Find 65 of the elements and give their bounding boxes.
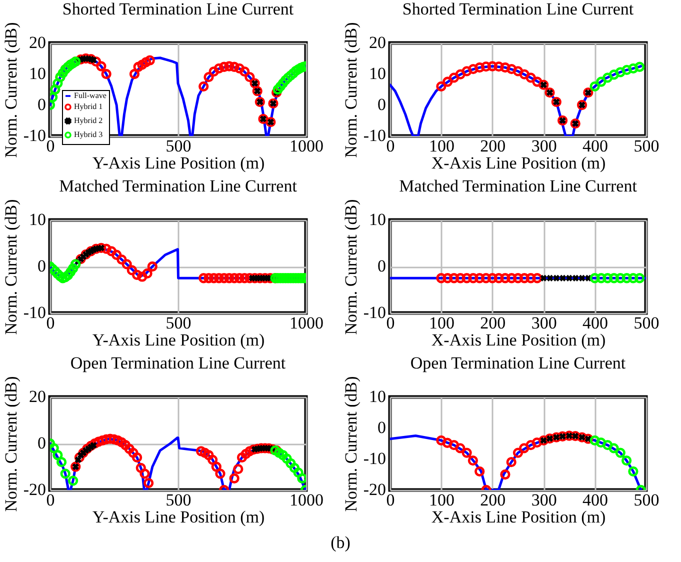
y-tick-label: 10: [369, 210, 386, 229]
x-axis-title: Y-Axis Line Position (m): [92, 154, 265, 172]
x-tick-label: 400: [582, 314, 608, 332]
x-tick-label: 100: [428, 136, 454, 156]
x-tick-label: 300: [531, 490, 557, 510]
y-tick-label: 10: [29, 64, 46, 83]
y-tick-label: 0: [38, 434, 46, 452]
y-tick-label: -10: [363, 303, 386, 322]
x-tick-label: 300: [531, 314, 557, 332]
x-tick-label: 100: [428, 314, 454, 332]
chart-title: Shorted Termination Line Current: [402, 0, 634, 19]
y-axis-title: Norm. Current (dB): [2, 22, 20, 158]
x-tick-label: 1000: [290, 136, 324, 156]
y-tick-label: 20: [369, 33, 386, 52]
legend-label: Hybrid 2: [74, 116, 103, 125]
y-tick-label: 0: [378, 256, 386, 276]
x-tick-label: 100: [428, 490, 454, 510]
y-tick-label: 0: [38, 256, 46, 276]
x-tick-label: 1000: [290, 314, 324, 332]
y-tick-label: 0: [378, 418, 386, 437]
x-axis-title: Y-Axis Line Position (m): [92, 508, 265, 526]
chart-title: Shorted Termination Line Current: [62, 0, 294, 19]
x-tick-label: 400: [582, 490, 608, 510]
y-tick-label: 20: [29, 387, 46, 406]
y-axis-title: Norm. Current (dB): [2, 376, 20, 512]
chart-title: Open Termination Line Current: [70, 354, 286, 373]
text: (b): [330, 533, 352, 553]
legend-label: Hybrid 3: [74, 130, 103, 139]
x-tick-label: 500: [166, 314, 192, 332]
x-tick-label: 500: [634, 314, 660, 332]
y-tick-label: -20: [363, 480, 386, 499]
chart-title: Open Termination Line Current: [410, 354, 626, 373]
y-tick-label: 0: [38, 95, 46, 114]
y-tick-label: 10: [29, 210, 46, 229]
legend-label: Hybrid 1: [74, 102, 103, 111]
y-axis-title: Norm. Current (dB): [342, 376, 360, 512]
y-tick-label: -20: [23, 480, 46, 499]
y-tick-label: -10: [363, 126, 386, 145]
x-tick-label: 500: [166, 490, 192, 510]
y-axis-title: Norm. Current (dB): [2, 199, 20, 335]
y-tick-label: 10: [369, 387, 386, 406]
x-axis-title: Y-Axis Line Position (m): [92, 330, 265, 350]
chart-title: Matched Termination Line Current: [59, 176, 298, 196]
chart-title: Matched Termination Line Current: [399, 176, 638, 196]
x-axis-title: X-Axis Line Position (m): [431, 154, 606, 172]
x-tick-label: 500: [166, 136, 192, 156]
x-tick-label: 300: [531, 136, 557, 156]
y-tick-label: 10: [369, 64, 386, 83]
x-tick-label: 500: [634, 490, 660, 510]
x-tick-label: 200: [480, 314, 506, 332]
y-tick-label: 20: [29, 33, 46, 52]
x-tick-label: 200: [480, 136, 506, 156]
y-tick-label: -10: [23, 303, 46, 322]
x-tick-label: 400: [582, 136, 608, 156]
y-tick-label: -10: [363, 449, 386, 468]
y-axis-title: Norm. Current (dB): [342, 22, 360, 158]
x-tick-label: 1000: [290, 490, 324, 510]
legend-label: Full-wave: [74, 91, 107, 100]
x-axis-title: X-Axis Line Position (m): [431, 508, 606, 526]
x-tick-label: 500: [634, 136, 660, 156]
y-tick-label: 0: [378, 95, 386, 114]
y-axis-title: Norm. Current (dB): [342, 199, 360, 335]
x-tick-label: 200: [480, 490, 506, 510]
y-tick-label: -10: [23, 126, 46, 145]
x-axis-title: X-Axis Line Position (m): [431, 330, 606, 350]
